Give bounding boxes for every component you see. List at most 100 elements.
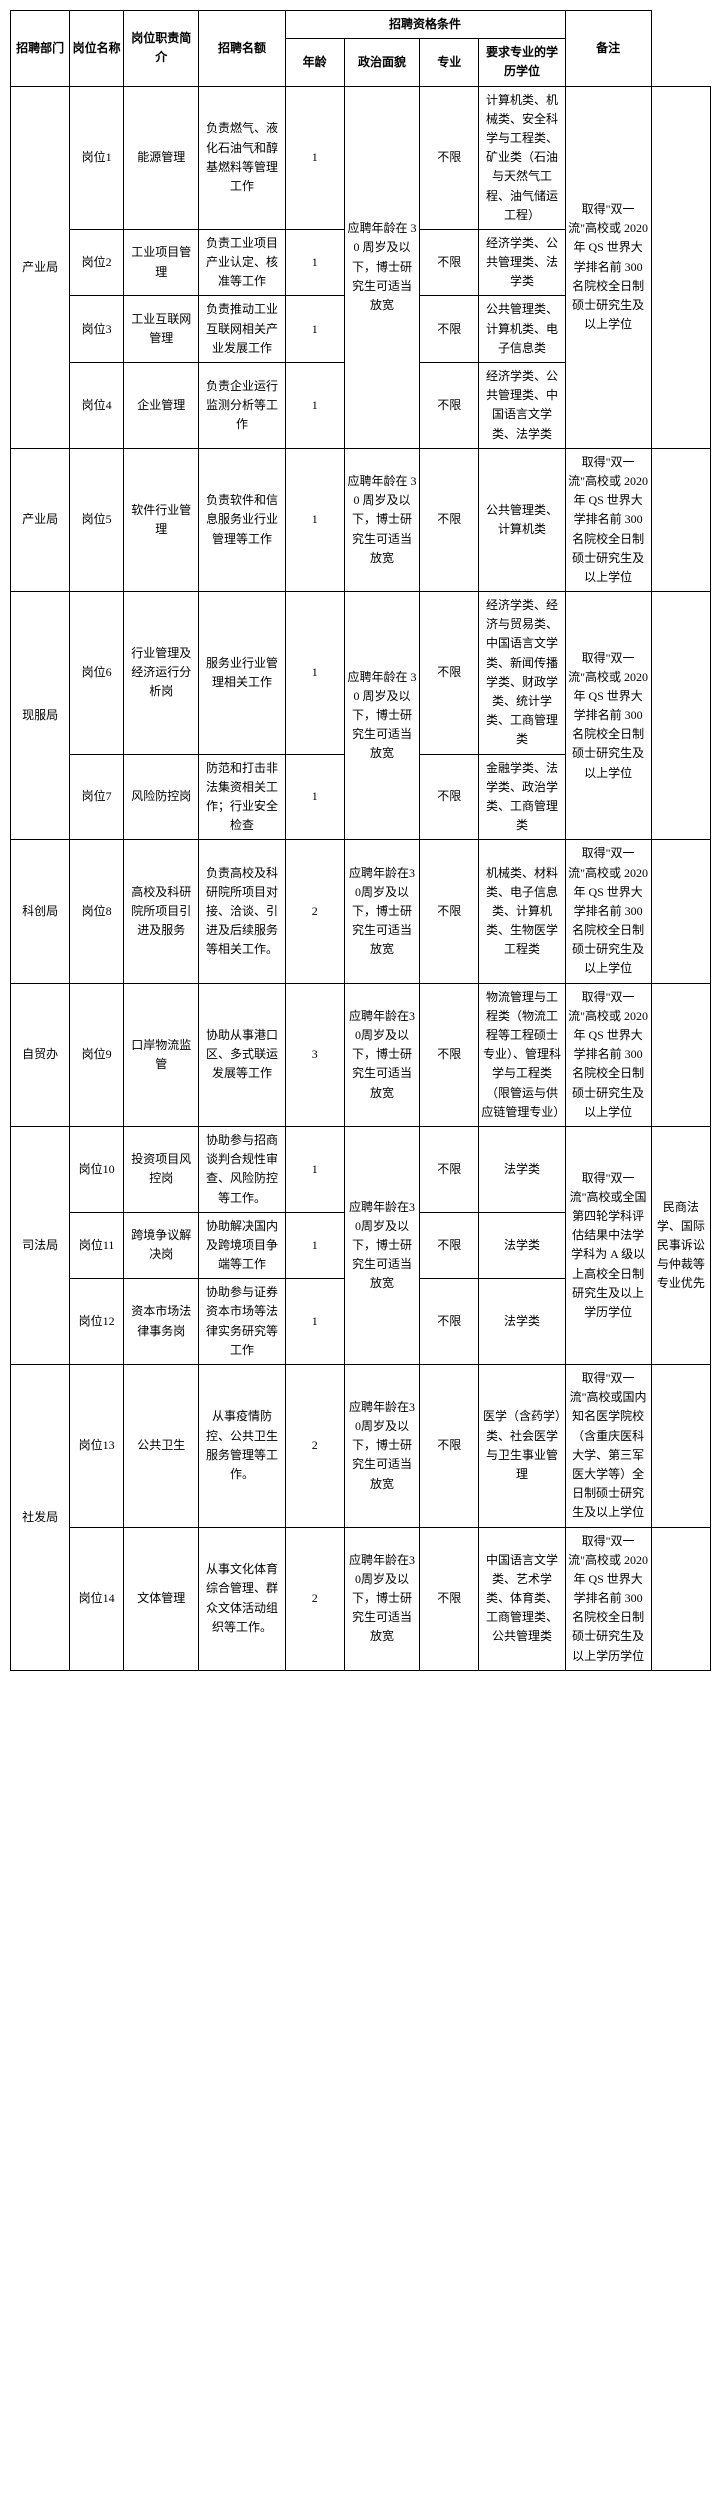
cell-edu: 取得"双一流"高校或 2020 年 QS 世界大学排名前 300 名院校全日制硕… — [565, 983, 651, 1126]
cell-num: 1 — [285, 86, 344, 229]
table-row: 社发局 岗位13 公共卫生 从事疫情防控、公共卫生服务管理等工作。 2 应聘年龄… — [11, 1365, 711, 1528]
cell-num: 1 — [285, 229, 344, 296]
cell-pos: 工业项目管理 — [124, 229, 199, 296]
cell-num: 3 — [285, 983, 344, 1126]
cell-num: 1 — [285, 1126, 344, 1212]
cell-edu: 取得"双一流"高校或国内知名医学院校（含重庆医科大学、第三军医大学等）全日制硕士… — [565, 1365, 651, 1528]
cell-name: 岗位8 — [70, 840, 124, 983]
cell-duty: 协助参与证券资本市场等法律实务研究等工作 — [199, 1279, 285, 1365]
cell-pos: 风险防控岗 — [124, 754, 199, 840]
cell-num: 1 — [285, 1212, 344, 1279]
cell-note — [651, 840, 710, 983]
cell-age: 应聘年龄在 30 周岁及以下，博士研究生可适当放宽 — [344, 448, 419, 591]
cell-poli: 不限 — [420, 1527, 479, 1670]
cell-name: 岗位14 — [70, 1527, 124, 1670]
cell-edu: 取得"双一流"高校或 2020 年 QS 世界大学排名前 300 名院校全日制硕… — [565, 840, 651, 983]
cell-name: 岗位3 — [70, 296, 124, 363]
cell-name: 岗位7 — [70, 754, 124, 840]
cell-name: 岗位4 — [70, 363, 124, 449]
cell-poli: 不限 — [420, 1279, 479, 1365]
table-row: 司法局 岗位10 投资项目风控岗 协助参与招商谈判合规性审查、风险防控等工作。 … — [11, 1126, 711, 1212]
cell-poli: 不限 — [420, 983, 479, 1126]
cell-poli: 不限 — [420, 592, 479, 755]
cell-edu: 取得"双一流"高校或 2020 年 QS 世界大学排名前 300 名院校全日制硕… — [565, 592, 651, 840]
cell-num: 1 — [285, 363, 344, 449]
cell-note — [651, 86, 710, 448]
cell-duty: 防范和打击非法集资相关工作；行业安全检查 — [199, 754, 285, 840]
table-row: 岗位14 文体管理 从事文化体育综合管理、群众文体活动组织等工作。 2 应聘年龄… — [11, 1527, 711, 1670]
cell-pos: 软件行业管理 — [124, 448, 199, 591]
cell-num: 1 — [285, 1279, 344, 1365]
cell-num: 2 — [285, 1365, 344, 1528]
th-pos: 岗位职责简介 — [124, 11, 199, 87]
cell-major: 医学（含药学）类、社会医学与卫生事业管理 — [479, 1365, 565, 1528]
cell-dept: 司法局 — [11, 1126, 70, 1364]
cell-duty: 负责企业运行监测分析等工作 — [199, 363, 285, 449]
cell-major: 经济学类、公共管理类、中国语言文学类、法学类 — [479, 363, 565, 449]
cell-edu: 取得"双一流"高校或 2020 年 QS 世界大学排名前 300 名院校全日制硕… — [565, 86, 651, 448]
cell-major: 物流管理与工程类（物流工程等工程硕士专业）、管理科学与工程类（限管运与供应链管理… — [479, 983, 565, 1126]
cell-age: 应聘年龄在 30 周岁及以下，博士研究生可适当放宽 — [344, 86, 419, 448]
cell-duty: 协助解决国内及跨境项目争端等工作 — [199, 1212, 285, 1279]
cell-dept: 自贸办 — [11, 983, 70, 1126]
cell-poli: 不限 — [420, 86, 479, 229]
cell-num: 1 — [285, 592, 344, 755]
cell-poli: 不限 — [420, 1126, 479, 1212]
cell-duty: 从事疫情防控、公共卫生服务管理等工作。 — [199, 1365, 285, 1528]
recruitment-table: 招聘部门 岗位名称 岗位职责简介 招聘名额 招聘资格条件 备注 年龄 政治面貌 … — [10, 10, 711, 1671]
cell-name: 岗位13 — [70, 1365, 124, 1528]
cell-note — [651, 983, 710, 1126]
cell-pos: 口岸物流监管 — [124, 983, 199, 1126]
cell-major: 法学类 — [479, 1279, 565, 1365]
cell-num: 1 — [285, 448, 344, 591]
cell-age: 应聘年龄在30周岁及以下，博士研究生可适当放宽 — [344, 983, 419, 1126]
cell-major: 经济学类、经济与贸易类、中国语言文学类、新闻传播学类、财政学类、统计学类、工商管… — [479, 592, 565, 755]
cell-age: 应聘年龄在 30 周岁及以下，博士研究生可适当放宽 — [344, 592, 419, 840]
cell-major: 法学类 — [479, 1126, 565, 1212]
cell-major: 公共管理类、计算机类、电子信息类 — [479, 296, 565, 363]
cell-edu: 取得"双一流"高校或全国第四轮学科评估结果中法学学科为 A 级以上高校全日制研究… — [565, 1126, 651, 1364]
cell-name: 岗位9 — [70, 983, 124, 1126]
th-note: 备注 — [565, 11, 651, 87]
cell-poli: 不限 — [420, 840, 479, 983]
cell-poli: 不限 — [420, 1212, 479, 1279]
th-name: 岗位名称 — [70, 11, 124, 87]
cell-pos: 投资项目风控岗 — [124, 1126, 199, 1212]
cell-pos: 企业管理 — [124, 363, 199, 449]
cell-duty: 协助从事港口区、多式联运发展等工作 — [199, 983, 285, 1126]
cell-poli: 不限 — [420, 229, 479, 296]
th-major: 专业 — [420, 39, 479, 86]
cell-edu: 取得"双一流"高校或 2020 年 QS 世界大学排名前 300 名院校全日制硕… — [565, 1527, 651, 1670]
cell-pos: 公共卫生 — [124, 1365, 199, 1528]
cell-note — [651, 1365, 710, 1528]
cell-major: 法学类 — [479, 1212, 565, 1279]
cell-poli: 不限 — [420, 448, 479, 591]
cell-dept: 产业局 — [11, 448, 70, 591]
table-row: 产业局 岗位5 软件行业管理 负责软件和信息服务业行业管理等工作 1 应聘年龄在… — [11, 448, 711, 591]
cell-name: 岗位11 — [70, 1212, 124, 1279]
cell-duty: 负责燃气、液化石油气和醇基燃料等管理工作 — [199, 86, 285, 229]
cell-name: 岗位2 — [70, 229, 124, 296]
table-row: 产业局 岗位1 能源管理 负责燃气、液化石油气和醇基燃料等管理工作 1 应聘年龄… — [11, 86, 711, 229]
cell-major: 经济学类、公共管理类、法学类 — [479, 229, 565, 296]
cell-name: 岗位1 — [70, 86, 124, 229]
cell-major: 公共管理类、计算机类 — [479, 448, 565, 591]
cell-poli: 不限 — [420, 1365, 479, 1528]
cell-note — [651, 592, 710, 840]
cell-num: 1 — [285, 754, 344, 840]
cell-major: 金融学类、法学类、政治学类、工商管理类 — [479, 754, 565, 840]
cell-duty: 负责高校及科研院所项目对接、洽谈、引进及后续服务等相关工作。 — [199, 840, 285, 983]
cell-pos: 行业管理及经济运行分析岗 — [124, 592, 199, 755]
cell-age: 应聘年龄在30周岁及以下，博士研究生可适当放宽 — [344, 840, 419, 983]
cell-pos: 文体管理 — [124, 1527, 199, 1670]
cell-num: 1 — [285, 296, 344, 363]
th-qual: 招聘资格条件 — [285, 11, 565, 39]
header-row-1: 招聘部门 岗位名称 岗位职责简介 招聘名额 招聘资格条件 备注 — [11, 11, 711, 39]
cell-dept: 社发局 — [11, 1365, 70, 1671]
th-num: 招聘名额 — [199, 11, 285, 87]
cell-pos: 资本市场法律事务岗 — [124, 1279, 199, 1365]
cell-dept: 科创局 — [11, 840, 70, 983]
cell-note — [651, 1527, 710, 1670]
cell-dept: 产业局 — [11, 86, 70, 448]
cell-major: 机械类、材料类、电子信息类、计算机类、生物医学工程类 — [479, 840, 565, 983]
